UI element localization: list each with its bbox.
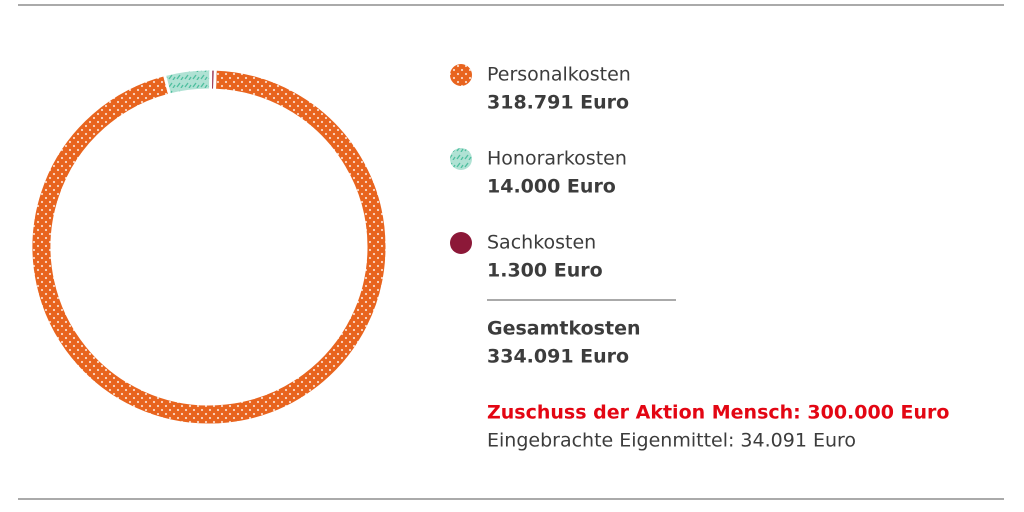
legend-label: Personalkosten [487, 64, 631, 86]
donut-segment [29, 67, 389, 427]
legend-swatch [450, 64, 472, 86]
annotation: Zuschuss der Aktion Mensch: 300.000 Euro [487, 402, 949, 424]
legend-label: Sachkosten [487, 232, 596, 254]
total-label: Gesamtkosten [487, 318, 640, 340]
legend-value: 1.300 Euro [487, 260, 603, 282]
donut-segment [162, 67, 213, 97]
donut-segment [209, 67, 217, 92]
legend-swatch [450, 232, 472, 254]
legend-swatch [450, 148, 472, 170]
legend-value: 318.791 Euro [487, 92, 629, 114]
annotation: Eingebrachte Eigenmittel: 34.091 Euro [487, 430, 856, 452]
legend-value: 14.000 Euro [487, 176, 616, 198]
legend-label: Honorarkosten [487, 148, 627, 170]
total-value: 334.091 Euro [487, 346, 629, 368]
